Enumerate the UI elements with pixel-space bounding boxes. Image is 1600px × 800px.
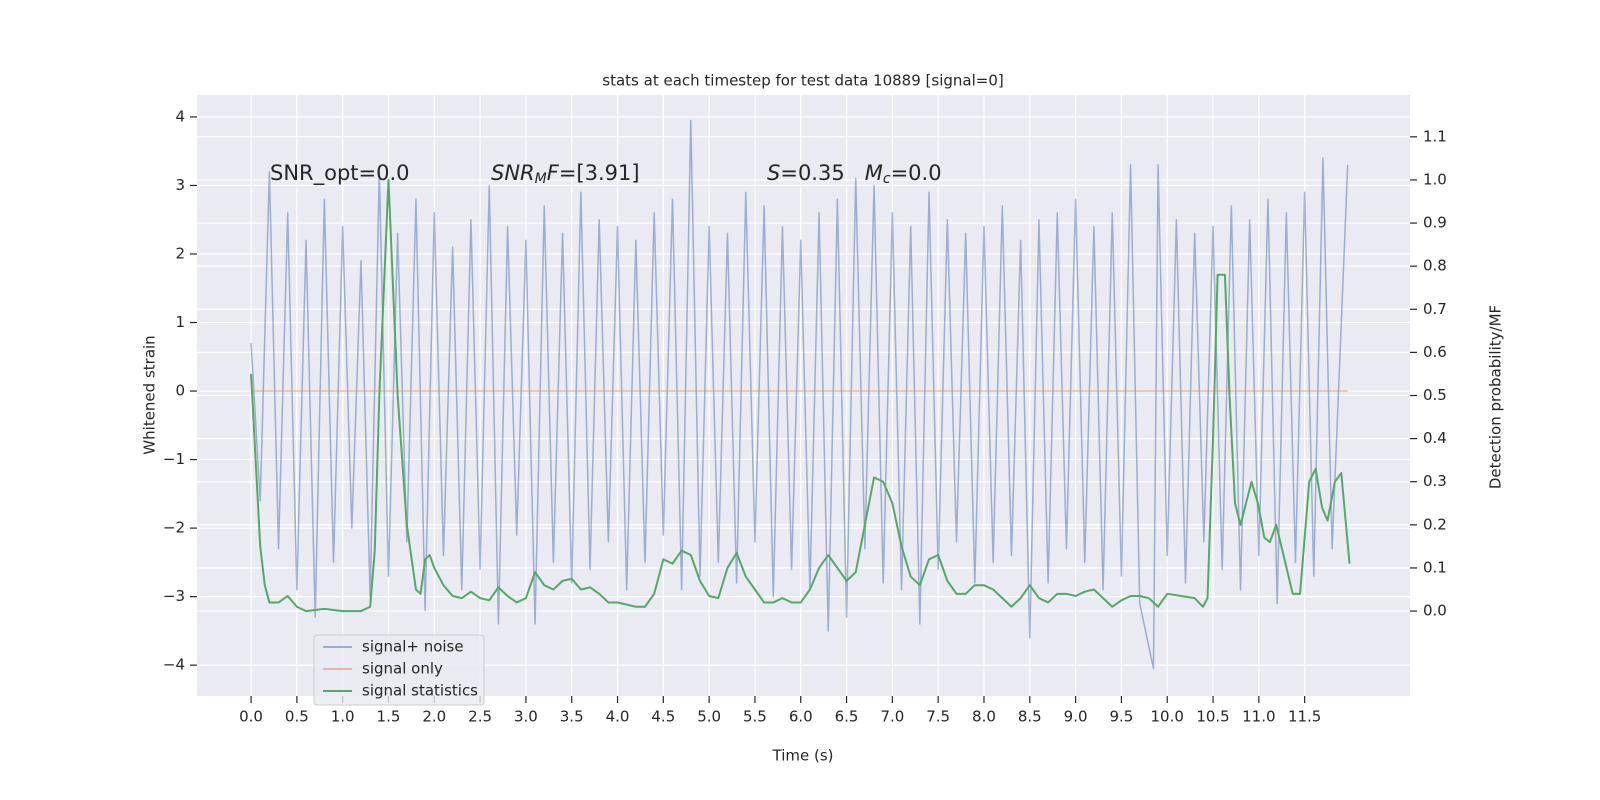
x-tick-label: 2.0 [422,708,446,726]
x-tick-label: 4.0 [606,708,630,726]
annotation-part: =[3.91] [559,161,640,185]
y2-tick-label: 0.7 [1423,300,1447,318]
annotation-part: S [767,161,780,185]
legend-label: signal only [362,660,443,678]
x-tick-label: 11.0 [1242,708,1275,726]
y2-tick-label: 1.1 [1423,127,1447,145]
annotation-part: M [865,161,883,185]
x-tick-label: 9.0 [1064,708,1088,726]
x-tick-label: 10.0 [1151,708,1184,726]
y2-tick-label: 0.5 [1423,386,1447,404]
y2-tick-label: 0.1 [1423,558,1447,576]
x-tick-label: 0.5 [285,708,309,726]
chart-title: stats at each timestep for test data 108… [602,72,1003,90]
annotation: SNR_opt=0.0 [270,161,410,186]
annotation: SNRMF=[3.91] [491,161,640,187]
x-tick-label: 7.0 [880,708,904,726]
x-tick-label: 0.0 [239,708,263,726]
y2-tick-label: 0.3 [1423,472,1447,490]
series-line [250,119,1349,670]
y2-tick-label: 0.0 [1423,602,1447,620]
x-tick-label: 6.0 [789,708,813,726]
annotation-part: =0.35 [780,161,864,185]
x-tick-label: 11.5 [1288,708,1321,726]
y2-tick-label: 0.2 [1423,515,1447,533]
annotation: S=0.35 Mc=0.0 [767,161,942,187]
annotation-part: SNR_opt=0.0 [270,161,410,186]
y2-tick-label: 0.9 [1423,214,1447,232]
y2-tick-label: 0.6 [1423,343,1447,361]
y-tick-label: 4 [175,107,185,125]
x-axis-label: Time (s) [772,747,834,765]
x-tick-label: 8.5 [1018,708,1042,726]
annotation-part: c [883,171,891,187]
legend-box [313,634,485,706]
annotation-part: F [547,161,560,185]
x-tick-label: 8.0 [972,708,996,726]
y-tick-label: −4 [163,656,185,674]
legend-label: signal statistics [362,682,478,700]
x-tick-label: 6.5 [835,708,859,726]
annotation-part: SNR [491,161,535,185]
y-tick-label: 3 [175,176,185,194]
legend-label: signal+ noise [362,638,464,656]
y-tick-label: −2 [163,519,185,537]
y-tick-label: 0 [175,382,185,400]
annotation-part: =0.0 [891,161,942,185]
x-tick-label: 5.0 [697,708,721,726]
y-tick-label: −3 [163,587,185,605]
x-tick-label: 1.5 [377,708,401,726]
y-tick-label: 2 [175,244,185,262]
y2-tick-label: 0.8 [1423,257,1447,275]
x-tick-label: 7.5 [926,708,950,726]
x-tick-label: 10.5 [1196,708,1229,726]
y2-tick-label: 0.4 [1423,429,1447,447]
series-line [250,178,1351,613]
x-tick-label: 3.5 [560,708,584,726]
x-tick-label: 2.5 [468,708,492,726]
y-tick-label: −1 [163,450,185,468]
x-tick-label: 3.0 [514,708,538,726]
y2-tick-label: 1.0 [1423,170,1447,188]
x-tick-label: 4.5 [651,708,675,726]
x-tick-label: 9.5 [1109,708,1133,726]
annotation-part: M [535,171,547,187]
y-axis-label: Whitened strain [141,335,159,454]
y2-axis-label: Detection probability/MF [1487,305,1505,489]
x-tick-label: 5.5 [743,708,767,726]
x-tick-label: 1.0 [331,708,355,726]
y-tick-label: 1 [175,313,185,331]
